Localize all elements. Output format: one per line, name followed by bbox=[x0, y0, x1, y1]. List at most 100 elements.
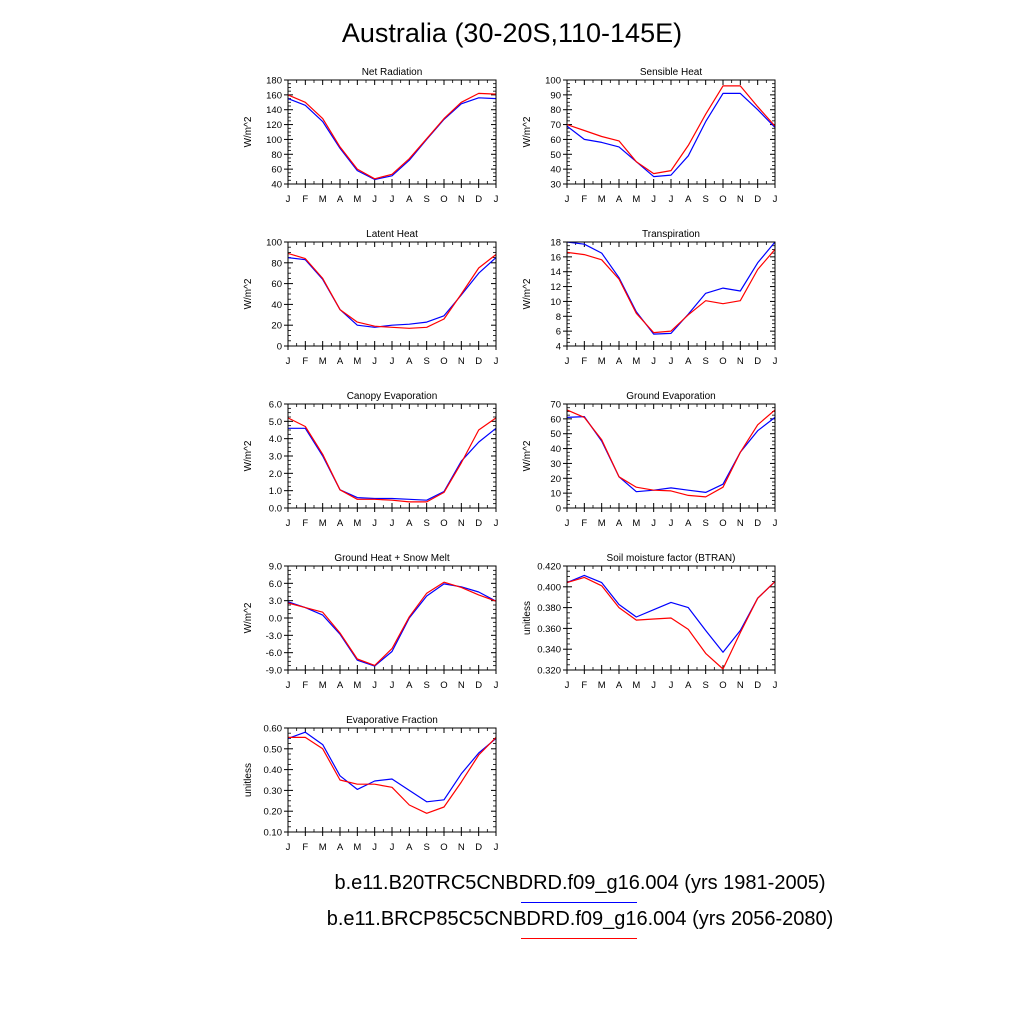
panel-title: Latent Heat bbox=[366, 229, 418, 240]
x-tick-label: J bbox=[372, 680, 377, 691]
series-line-1 bbox=[566, 249, 776, 334]
x-tick-label: J bbox=[286, 842, 291, 853]
y-axis-label: W/m^2 bbox=[522, 116, 533, 147]
y-tick-label: 120 bbox=[266, 120, 282, 131]
x-tick-label: A bbox=[406, 842, 413, 853]
series-line-0 bbox=[287, 97, 497, 181]
x-tick-label: D bbox=[754, 680, 761, 691]
y-tick-label: 0.400 bbox=[537, 582, 561, 593]
plot-frame bbox=[287, 403, 497, 509]
x-tick-label: F bbox=[581, 356, 587, 367]
x-tick-label: A bbox=[406, 680, 413, 691]
x-tick-label: M bbox=[353, 842, 361, 853]
y-tick-label: 100 bbox=[545, 76, 561, 87]
y-tick-label: 60 bbox=[550, 135, 561, 146]
y-axis-label: W/m^2 bbox=[243, 278, 254, 309]
y-tick-label: 40 bbox=[550, 165, 561, 176]
panel-8: Evaporative Fraction unitless 0.10 0.20 0.30… bbox=[243, 715, 499, 853]
x-tick-label: J bbox=[390, 356, 395, 367]
series-line-1 bbox=[287, 581, 497, 667]
series-line-0 bbox=[287, 731, 497, 803]
y-tick-label: 2.0 bbox=[269, 469, 282, 480]
y-tick-label: 6.0 bbox=[269, 400, 282, 411]
y-tick-label: 30 bbox=[550, 459, 561, 470]
panel-4: Canopy Evaporation W/m^2 0.0 1.0 2.0 3.0 4.0 5.… bbox=[243, 391, 499, 529]
x-tick-label: A bbox=[685, 680, 692, 691]
x-tick-label: M bbox=[632, 194, 640, 205]
x-tick-label: J bbox=[286, 356, 291, 367]
panel-title: Evaporative Fraction bbox=[346, 715, 438, 726]
x-tick-label: M bbox=[632, 680, 640, 691]
legend-line-historical bbox=[521, 902, 637, 903]
y-axis-label: unitless bbox=[522, 601, 533, 635]
x-tick-label: N bbox=[458, 356, 465, 367]
x-tick-label: O bbox=[719, 356, 726, 367]
x-tick-label: A bbox=[337, 680, 344, 691]
x-tick-label: J bbox=[390, 194, 395, 205]
y-tick-label: 1.0 bbox=[269, 486, 282, 497]
series-line-1 bbox=[566, 409, 776, 498]
series-line-0 bbox=[566, 574, 776, 653]
plot-frame bbox=[287, 79, 497, 185]
series-line-1 bbox=[288, 736, 497, 814]
y-tick-label: 50 bbox=[550, 429, 561, 440]
y-tick-label: 60 bbox=[550, 414, 561, 425]
y-tick-label: 4 bbox=[556, 342, 561, 353]
x-tick-label: A bbox=[337, 356, 344, 367]
x-tick-label: M bbox=[632, 518, 640, 529]
x-tick-label: S bbox=[423, 680, 429, 691]
series-line-1 bbox=[287, 92, 497, 180]
x-tick-label: F bbox=[581, 680, 587, 691]
x-tick-label: J bbox=[651, 518, 656, 529]
y-tick-label: 60 bbox=[271, 165, 282, 176]
y-tick-label: 3.0 bbox=[269, 596, 282, 607]
x-tick-label: J bbox=[669, 194, 674, 205]
x-tick-label: J bbox=[773, 356, 778, 367]
y-tick-label: 14 bbox=[550, 267, 561, 278]
y-tick-label: 80 bbox=[271, 258, 282, 269]
y-tick-label: 5.0 bbox=[269, 417, 282, 428]
x-tick-label: D bbox=[475, 842, 482, 853]
series-line-0 bbox=[566, 416, 776, 493]
series-line-1 bbox=[566, 576, 776, 670]
legend-line-future bbox=[521, 938, 637, 939]
x-tick-label: F bbox=[302, 194, 308, 205]
x-tick-label: F bbox=[581, 194, 587, 205]
panel-title: Sensible Heat bbox=[640, 67, 702, 78]
plot-frame bbox=[566, 241, 776, 347]
x-tick-label: J bbox=[372, 194, 377, 205]
x-tick-label: J bbox=[651, 194, 656, 205]
x-tick-label: J bbox=[390, 842, 395, 853]
x-tick-label: J bbox=[669, 356, 674, 367]
x-tick-label: J bbox=[286, 194, 291, 205]
x-tick-label: M bbox=[319, 194, 327, 205]
y-tick-label: 80 bbox=[271, 150, 282, 161]
x-tick-label: J bbox=[651, 356, 656, 367]
y-tick-label: 50 bbox=[550, 150, 561, 161]
x-tick-label: A bbox=[337, 518, 344, 529]
x-tick-label: F bbox=[302, 518, 308, 529]
y-axis-label: W/m^2 bbox=[522, 440, 533, 471]
x-tick-label: M bbox=[353, 518, 361, 529]
x-tick-label: O bbox=[440, 356, 447, 367]
y-tick-label: 40 bbox=[271, 300, 282, 311]
y-tick-label: 0.20 bbox=[264, 807, 283, 818]
panel-title: Net Radiation bbox=[362, 67, 423, 78]
y-tick-label: 6 bbox=[556, 327, 561, 338]
x-tick-label: M bbox=[598, 680, 606, 691]
y-tick-label: 6.0 bbox=[269, 579, 282, 590]
x-tick-label: D bbox=[475, 518, 482, 529]
x-tick-label: J bbox=[773, 194, 778, 205]
x-tick-label: A bbox=[337, 842, 344, 853]
x-tick-label: N bbox=[458, 518, 465, 529]
plot-frame bbox=[287, 565, 497, 671]
x-tick-label: J bbox=[390, 518, 395, 529]
panel-title: Soil moisture factor (BTRAN) bbox=[607, 553, 736, 564]
panel-0: Net Radiation W/m^2 40 60 80 100 120 140 160 180 J… bbox=[243, 67, 499, 205]
y-tick-label: 0.420 bbox=[537, 562, 561, 573]
x-tick-label: J bbox=[494, 194, 499, 205]
x-tick-label: J bbox=[669, 518, 674, 529]
y-tick-label: 90 bbox=[550, 90, 561, 101]
series-line-0 bbox=[287, 583, 497, 667]
